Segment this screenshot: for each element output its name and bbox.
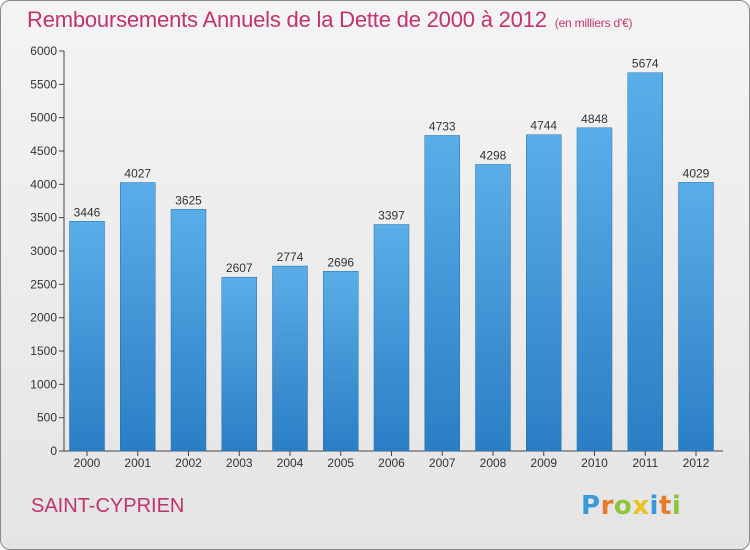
bar-value-label: 4027 <box>124 167 151 181</box>
bar <box>221 276 257 452</box>
bar <box>272 265 308 452</box>
city-name: SAINT-CYPRIEN <box>31 495 185 517</box>
y-tick-label: 3000 <box>30 244 57 258</box>
y-tick-label: 3500 <box>30 211 57 225</box>
bar <box>373 224 410 452</box>
bar-value-label: 4733 <box>429 119 456 133</box>
y-tick-label: 6000 <box>30 44 57 58</box>
bar-value-label: 4744 <box>530 119 557 133</box>
y-tick-label: 1000 <box>30 377 57 391</box>
logo-letter: i <box>649 491 659 521</box>
x-tick-label: 2011 <box>632 456 658 470</box>
x-tick-label: 2003 <box>226 456 253 470</box>
bar <box>526 134 562 452</box>
y-tick-label: 2000 <box>30 311 57 325</box>
x-tick-label: 2004 <box>277 456 304 470</box>
logo-letter: t <box>658 491 672 521</box>
x-tick-label: 2001 <box>124 456 151 470</box>
y-tick-label: 1500 <box>30 344 57 358</box>
bar-value-label: 2774 <box>277 250 304 264</box>
y-tick-label: 500 <box>37 411 57 425</box>
bar-value-label: 4848 <box>581 112 608 126</box>
bar <box>678 182 714 452</box>
y-tick-label: 0 <box>50 444 57 458</box>
logo-letter: x <box>632 491 650 521</box>
logo-letter: r <box>600 491 614 521</box>
x-tick-label: 2009 <box>530 456 557 470</box>
chart-subtitle: (en milliers d'€) <box>554 16 633 30</box>
x-tick-label: 2010 <box>581 456 608 470</box>
x-tick-label: 2002 <box>175 456 202 470</box>
x-tick-label: 2012 <box>683 456 710 470</box>
chart-title: Remboursements Annuels de la Dette de 20… <box>27 7 547 32</box>
bar-value-label: 3446 <box>74 205 101 219</box>
y-tick-label: 5000 <box>30 111 57 125</box>
proxiti-logo: Proxiti <box>581 491 681 521</box>
y-tick-label: 4000 <box>30 177 57 191</box>
chart-axes: 0 500 1000 1500 2000 2500 3000 3500 4000 4500 5000… <box>30 44 723 470</box>
bar <box>627 72 663 452</box>
chart-bars: 3446 4027 3625 2607 2774 2696 3397 4733 4298 4744… <box>69 57 714 452</box>
x-tick-label: 2005 <box>327 456 354 470</box>
bar <box>170 209 207 452</box>
y-tick-label: 5500 <box>30 77 57 91</box>
bar <box>576 127 613 452</box>
x-tick-label: 2006 <box>378 456 405 470</box>
bar-value-label: 4298 <box>480 148 507 162</box>
bar-value-label: 2696 <box>327 255 354 269</box>
x-tick-label: 2008 <box>480 456 507 470</box>
bar-value-label: 5674 <box>632 57 659 71</box>
bar <box>424 135 460 452</box>
bar-value-label: 2607 <box>226 261 253 275</box>
y-tick-label: 2500 <box>30 277 57 291</box>
bar-value-label: 3625 <box>175 193 202 207</box>
bar <box>69 221 105 452</box>
bar <box>475 164 511 452</box>
bar-value-label: 3397 <box>378 209 405 223</box>
logo-letter: i <box>671 491 682 521</box>
logo-letter: o <box>613 491 633 521</box>
x-tick-label: 2007 <box>429 456 456 470</box>
bar <box>120 182 156 452</box>
x-tick-label: 2000 <box>74 456 101 470</box>
chart-title-block: Remboursements Annuels de la Dette de 20… <box>27 7 633 33</box>
logo-letter: P <box>581 491 601 521</box>
bar-value-label: 4029 <box>683 166 710 180</box>
y-tick-label: 4500 <box>30 144 57 158</box>
bar <box>323 271 359 452</box>
